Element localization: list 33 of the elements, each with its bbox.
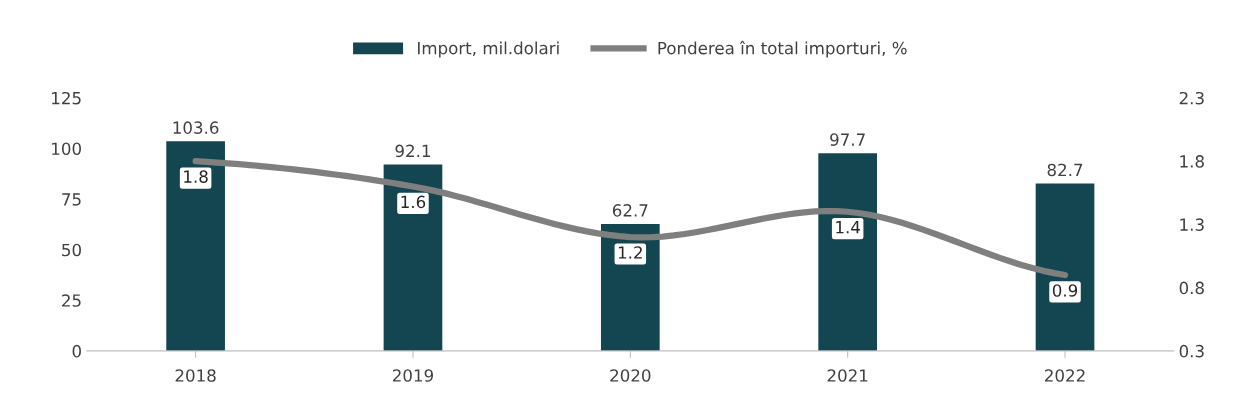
data-label: 1.6: [401, 195, 426, 209]
y-tick-label: 0: [72, 344, 81, 358]
data-label: 1.2: [618, 246, 642, 259]
y2-tick-label: 1.3: [1180, 218, 1204, 231]
x-tick-label: 2020: [610, 369, 651, 382]
bar: [166, 141, 225, 351]
y2-tick-label: 0.8: [1179, 281, 1204, 295]
x-tick-label: 2018: [175, 369, 216, 382]
data-label: 1.4: [836, 221, 860, 234]
y2-tick-label: 0.3: [1179, 344, 1204, 358]
data-label: 103.6: [173, 121, 219, 134]
bar: [1035, 183, 1095, 351]
bar: [818, 153, 878, 351]
x-tick-label: 2022: [1045, 369, 1085, 382]
y2-tick-label: 2.3: [1179, 91, 1204, 105]
x-tick-label: 2021: [827, 369, 868, 382]
data-label: 0.9: [1052, 284, 1078, 297]
y-tick-label: 100: [52, 142, 81, 156]
bar: [383, 164, 443, 351]
data-label: 1.8: [184, 170, 208, 183]
bar: [600, 224, 660, 351]
data-label: 82.7: [1047, 163, 1083, 177]
y-tick-label: 50: [62, 243, 81, 257]
data-label: 97.7: [830, 133, 865, 146]
y2-tick-label: 1.8: [1180, 155, 1204, 168]
data-label: 92.1: [395, 144, 430, 158]
legend-label: Import, mil.dolari: [418, 41, 559, 58]
legend-label: Ponderea în total importuri, %: [658, 40, 907, 58]
y-tick-label: 25: [62, 294, 81, 307]
y-tick-label: 125: [52, 91, 81, 105]
data-label: 62.7: [612, 204, 648, 217]
x-tick-label: 2019: [392, 369, 433, 382]
y-tick-label: 75: [62, 193, 81, 206]
